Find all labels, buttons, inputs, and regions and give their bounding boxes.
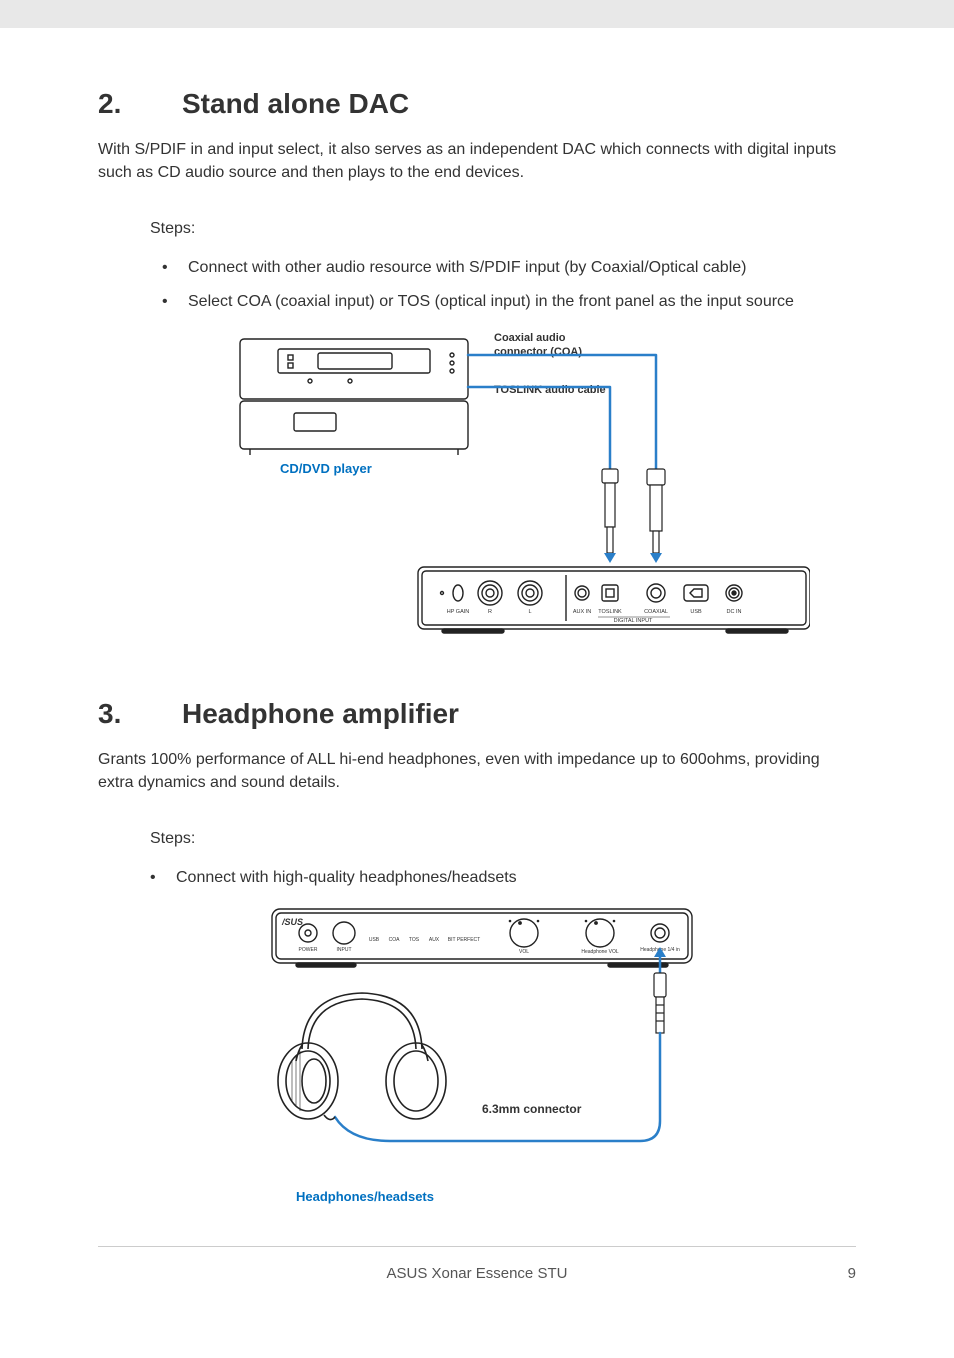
lbl-aux: AUX [429, 937, 440, 943]
section2-number: 2. [98, 88, 182, 120]
section2-steps-block: Steps: Connect with other audio resource… [150, 220, 856, 312]
section3-number: 3. [98, 698, 182, 730]
lbl-bitperfect: BIT PERFECT [448, 937, 480, 943]
section3-steps-list: Connect with high-quality headphones/hea… [138, 866, 856, 889]
section3-title: Headphone amplifier [182, 698, 459, 730]
label-coax-1: Coaxial audio [494, 332, 566, 344]
section3-steps-block: Steps: Connect with high-quality headpho… [150, 830, 856, 889]
lbl-power: POWER [299, 947, 318, 953]
top-gray-bar [0, 0, 954, 28]
label-cd-player: CD/DVD player [280, 461, 372, 476]
section3-body: Grants 100% performance of ALL hi-end he… [98, 748, 856, 794]
section2-title: Stand alone DAC [182, 88, 409, 120]
lbl-hpvol: Headphone VOL [581, 949, 618, 955]
lbl-usb: USB [690, 609, 702, 615]
lbl-input: INPUT [337, 947, 352, 953]
lbl-tos: TOS [409, 937, 420, 943]
lbl-usb2: USB [369, 937, 380, 943]
section3-heading: 3. Headphone amplifier [98, 698, 856, 730]
lbl-toslink: TOSLINK [598, 609, 622, 615]
lbl-coaxial: COAXIAL [644, 609, 668, 615]
label-63mm: 6.3mm connector [482, 1102, 582, 1116]
page-footer: ASUS Xonar Essence STU 9 [98, 1246, 856, 1282]
label-headphones: Headphones/headsets [296, 1189, 434, 1204]
section2-heading: 2. Stand alone DAC [98, 88, 856, 120]
section2-body: With S/PDIF in and input select, it also… [98, 138, 856, 184]
lbl-vol: VOL [519, 949, 529, 955]
page-content: 2. Stand alone DAC With S/PDIF in and in… [0, 28, 954, 1322]
lbl-digital-input: DIGITAL INPUT [614, 618, 653, 624]
section2-steps-list: Connect with other audio resource with S… [150, 256, 856, 312]
section2-steps-label: Steps: [150, 220, 856, 238]
lbl-auxin: AUX IN [573, 609, 591, 615]
diagram-headphone-svg: /SUS POWER INPUT USB COA TOS AUX BIT PER… [252, 901, 792, 1221]
lbl-dcin: DC IN [727, 609, 742, 615]
diagram-dac-svg: Coaxial audio connector (COA) TOSLINK au… [150, 325, 810, 647]
section2-diagram: Coaxial audio connector (COA) TOSLINK au… [150, 325, 856, 652]
list-item: Select COA (coaxial input) or TOS (optic… [162, 290, 856, 313]
footer-product: ASUS Xonar Essence STU [128, 1265, 826, 1282]
lbl-l: L [528, 609, 531, 615]
list-item: Connect with other audio resource with S… [162, 256, 856, 279]
section3-diagram: /SUS POWER INPUT USB COA TOS AUX BIT PER… [252, 901, 856, 1226]
section3-steps-label: Steps: [150, 830, 856, 848]
lbl-logo: /SUS [281, 917, 303, 927]
lbl-coa: COA [389, 937, 401, 943]
list-item: Connect with high-quality headphones/hea… [150, 866, 856, 889]
lbl-hpgain: HP GAIN [447, 609, 470, 615]
lbl-r: R [488, 609, 492, 615]
footer-pagenum: 9 [826, 1265, 856, 1282]
